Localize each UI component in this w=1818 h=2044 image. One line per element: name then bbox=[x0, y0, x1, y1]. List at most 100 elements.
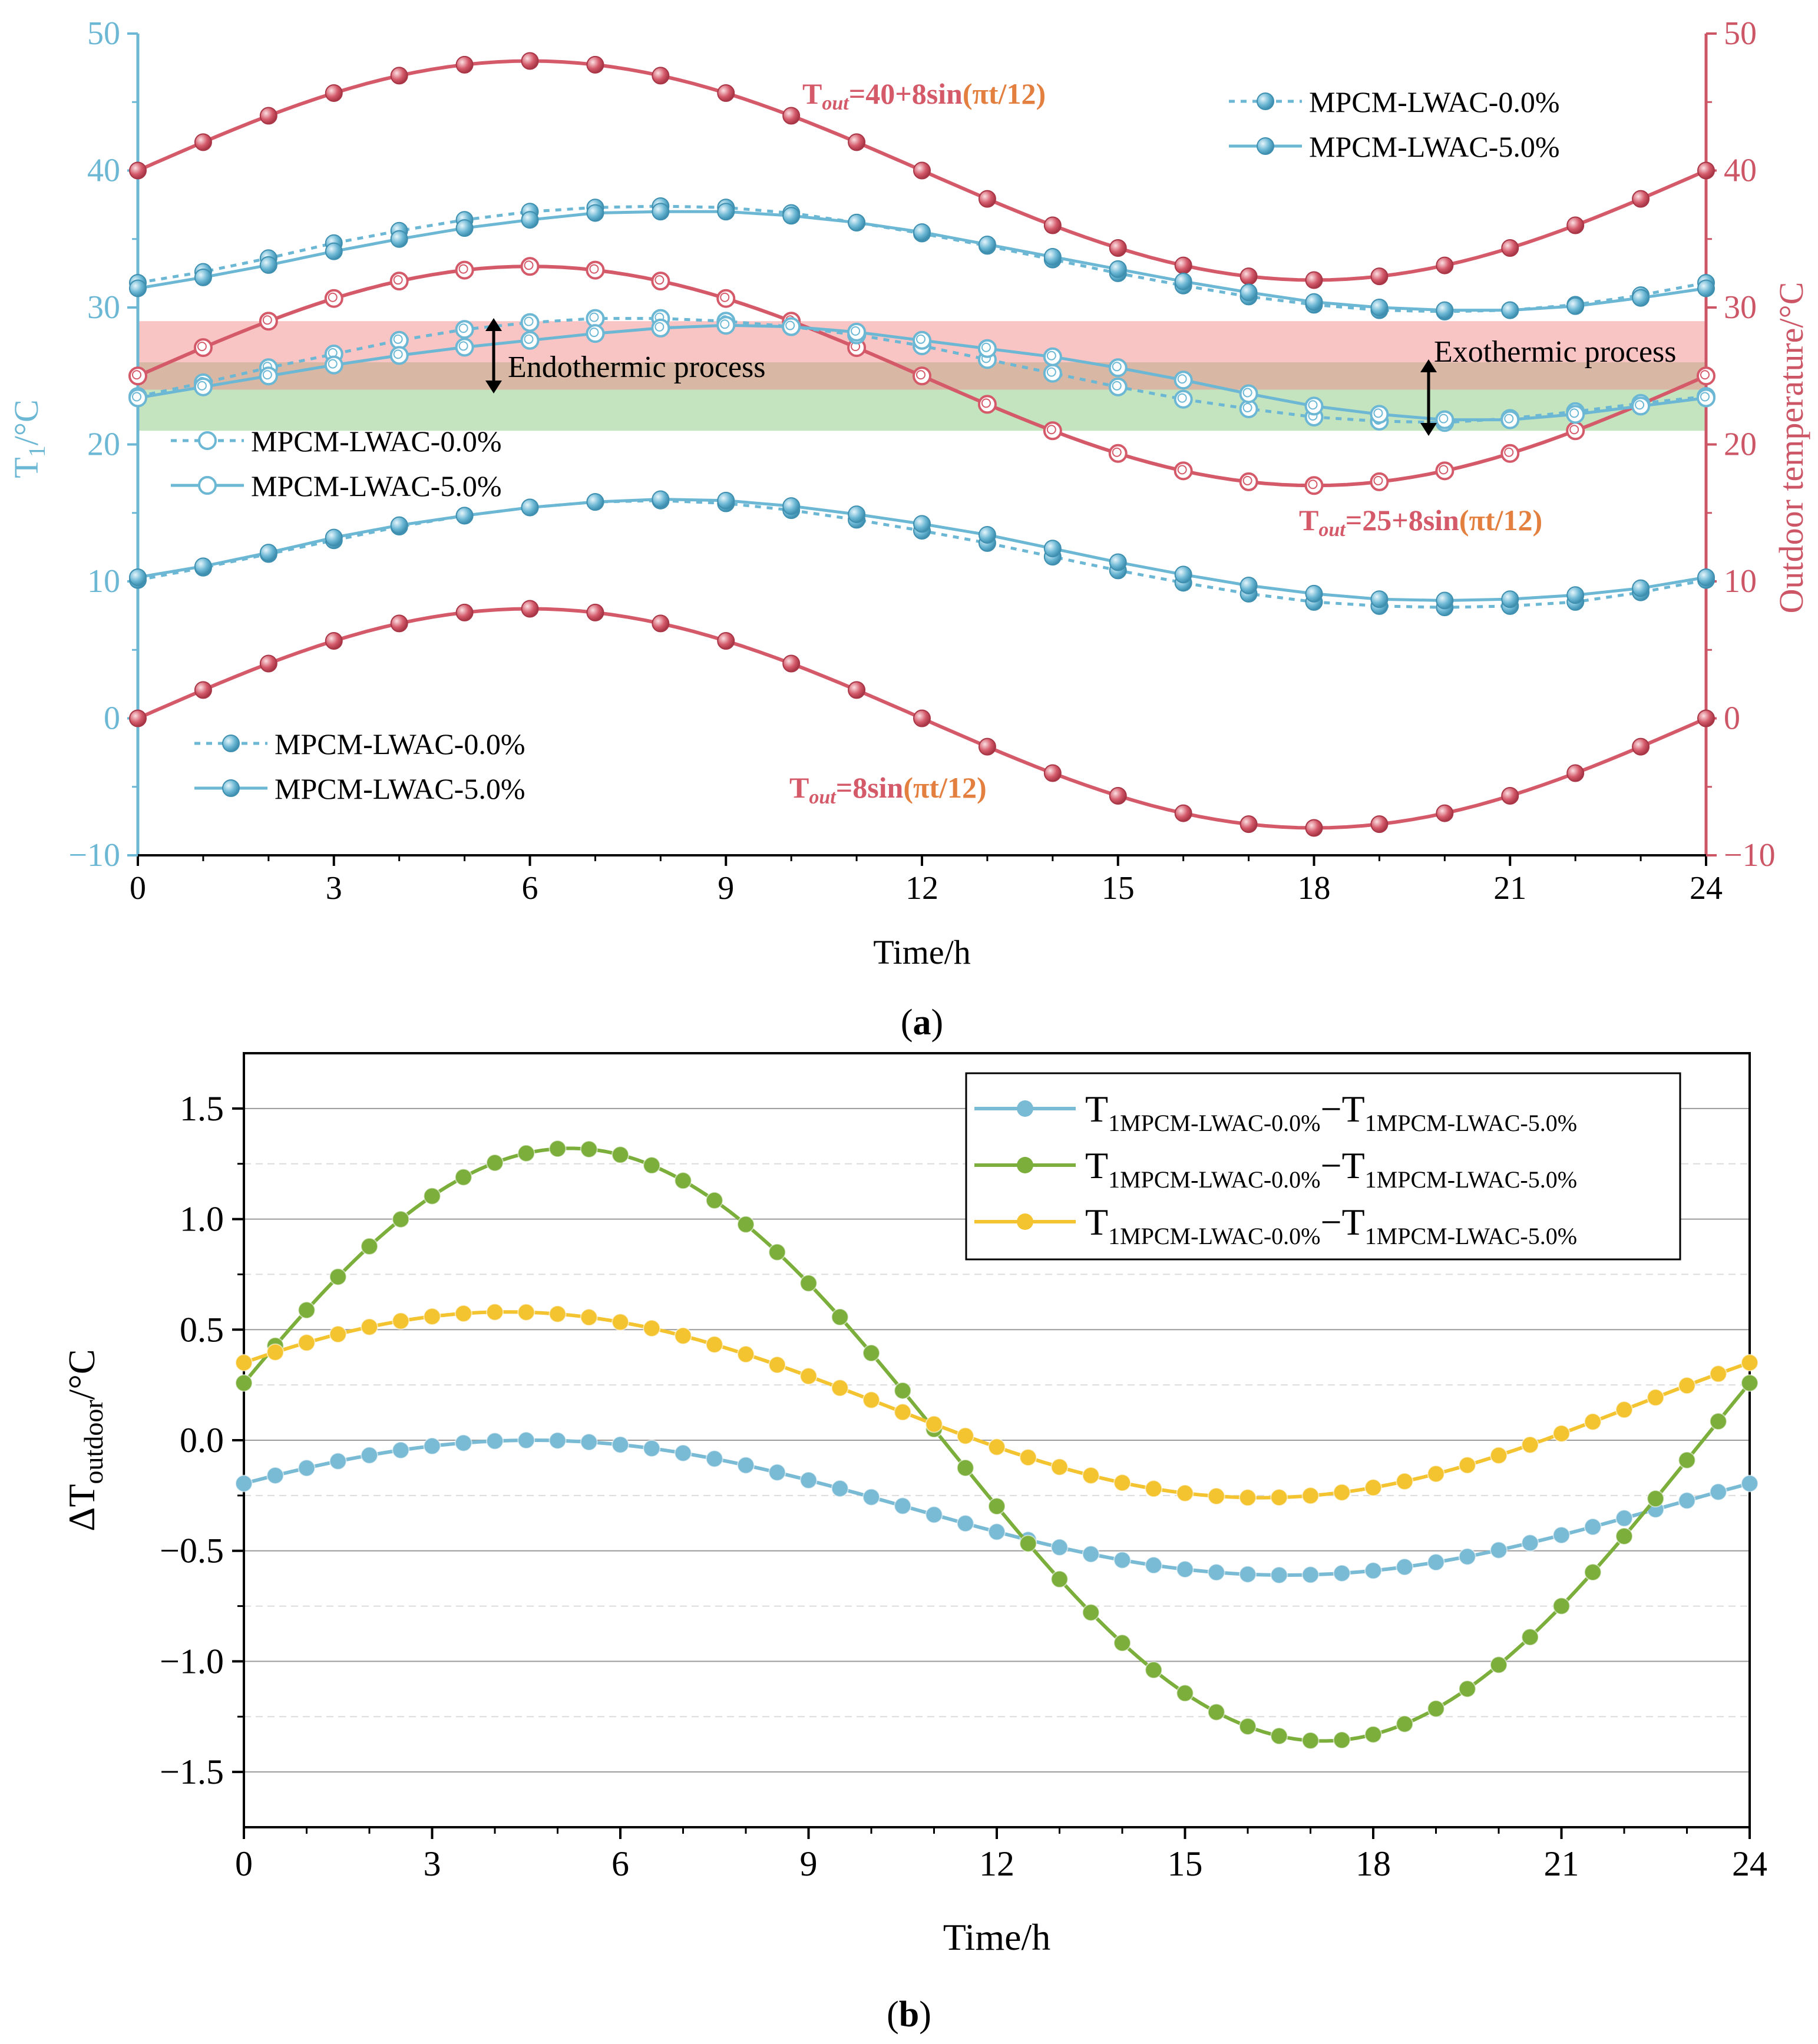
outdoor-point bbox=[1500, 444, 1520, 463]
indoor-point bbox=[521, 211, 539, 229]
outdoor-point bbox=[586, 260, 605, 280]
legend-label: MPCM-LWAC-5.0% bbox=[275, 772, 525, 805]
b-y-tick-label: −1.5 bbox=[160, 1752, 224, 1791]
outdoor-point-inner bbox=[1569, 425, 1579, 435]
outdoor-point bbox=[1566, 216, 1585, 234]
b-y-tick-label: −1.0 bbox=[160, 1642, 224, 1681]
outdoor-point bbox=[1697, 366, 1715, 386]
b-x-tick-label: 18 bbox=[1356, 1844, 1391, 1883]
a-x-tick-label: 0 bbox=[130, 870, 146, 907]
outdoor-point bbox=[1174, 804, 1192, 822]
outdoor-point bbox=[194, 133, 212, 151]
b-series-point bbox=[1458, 1680, 1476, 1698]
b-series-point bbox=[1145, 1556, 1163, 1575]
b-series-point bbox=[1709, 1365, 1727, 1383]
outdoor-point bbox=[1566, 421, 1585, 441]
indoor-point bbox=[847, 322, 867, 342]
indoor-point bbox=[1109, 553, 1127, 571]
b-series-point bbox=[1364, 1725, 1382, 1744]
indoor-point bbox=[782, 207, 801, 225]
indoor-point-inner bbox=[458, 341, 468, 351]
outdoor-point-inner bbox=[720, 292, 730, 302]
outdoor-point-inner bbox=[393, 275, 403, 285]
legend-marker bbox=[222, 779, 240, 797]
indoor-point-inner bbox=[851, 326, 861, 336]
indoor-point bbox=[325, 528, 343, 547]
outdoor-point bbox=[1435, 461, 1455, 481]
b-series-point bbox=[423, 1307, 441, 1325]
b-series-point bbox=[1050, 1458, 1069, 1476]
b-x-tick-label: 15 bbox=[1168, 1844, 1203, 1883]
b-series-point bbox=[831, 1379, 849, 1397]
indoor-point-inner bbox=[262, 370, 272, 380]
outdoor-point bbox=[716, 289, 736, 308]
b-series-point bbox=[1082, 1466, 1100, 1484]
outdoor-point bbox=[913, 709, 931, 727]
indoor-point bbox=[652, 490, 670, 508]
a-y-right-tick-label: 0 bbox=[1724, 700, 1740, 737]
a-x-tick-label: 6 bbox=[522, 870, 538, 907]
b-series-point bbox=[1458, 1547, 1476, 1566]
b-series-point bbox=[1552, 1424, 1571, 1443]
b-series-1 bbox=[235, 1140, 1758, 1749]
indoor-point bbox=[717, 491, 735, 510]
a-ylabel-left: T1/°C bbox=[7, 399, 50, 478]
indoor-point bbox=[455, 507, 474, 525]
b-series-point bbox=[831, 1308, 849, 1326]
b-xlabel: Time/h bbox=[943, 1916, 1051, 1958]
b-series-point bbox=[329, 1452, 347, 1470]
outdoor-point bbox=[586, 603, 604, 621]
indoor-point bbox=[325, 242, 343, 260]
legend-marker bbox=[222, 735, 240, 752]
b-series-point bbox=[1113, 1474, 1131, 1492]
indoor-point-inner bbox=[1177, 374, 1187, 384]
b-series-point bbox=[1615, 1527, 1633, 1545]
a-y-left-tick-label: 20 bbox=[87, 426, 120, 463]
indoor-point bbox=[1305, 584, 1323, 603]
indoor-point-inner bbox=[1177, 393, 1187, 403]
b-series-point bbox=[1207, 1563, 1225, 1582]
b-series-point bbox=[1490, 1656, 1508, 1674]
b-series-point bbox=[894, 1403, 912, 1421]
b-series-point bbox=[737, 1345, 755, 1364]
outdoor-point bbox=[1501, 239, 1519, 257]
a-series bbox=[128, 52, 1715, 837]
indoor-point bbox=[1304, 396, 1324, 416]
b-x-tick-label: 21 bbox=[1544, 1844, 1579, 1883]
b-series-point bbox=[361, 1237, 378, 1255]
indoor-point bbox=[1697, 388, 1715, 408]
outdoor-point bbox=[1239, 815, 1258, 834]
outdoor-point bbox=[1632, 737, 1650, 756]
outdoor-point bbox=[1370, 815, 1389, 834]
outdoor-point bbox=[1109, 787, 1127, 805]
indoor-point bbox=[1108, 377, 1128, 396]
indoor-point-inner bbox=[785, 320, 795, 330]
b-series-point bbox=[486, 1154, 504, 1172]
b-series-point bbox=[361, 1318, 378, 1336]
outdoor-point bbox=[652, 67, 670, 85]
b-series-point bbox=[1615, 1509, 1633, 1527]
outdoor-point bbox=[848, 681, 866, 699]
b-series-point bbox=[423, 1437, 441, 1455]
indoor-point bbox=[1370, 405, 1389, 424]
b-series-point bbox=[1301, 1731, 1320, 1749]
b-series-point bbox=[1584, 1518, 1602, 1536]
b-series-point bbox=[894, 1381, 912, 1400]
a-legends: MPCM-LWAC-0.0%MPCM-LWAC-5.0%MPCM-LWAC-0.… bbox=[171, 85, 1559, 805]
b-series-2 bbox=[235, 1303, 1758, 1507]
outdoor-point bbox=[1174, 256, 1192, 274]
indoor-point bbox=[782, 317, 801, 336]
indoor-point-inner bbox=[1046, 367, 1056, 377]
outdoor-point bbox=[259, 107, 277, 125]
b-series-point bbox=[956, 1514, 974, 1533]
b-series-point bbox=[1427, 1553, 1445, 1572]
a-x-tick-label: 21 bbox=[1493, 870, 1526, 907]
outdoor-point bbox=[129, 709, 147, 727]
indoor-point bbox=[520, 330, 540, 350]
b-series-point bbox=[1270, 1489, 1288, 1507]
outdoor-point bbox=[390, 67, 408, 85]
legend-high: MPCM-LWAC-0.0% MPCM-LWAC-5.0% bbox=[1229, 85, 1559, 163]
b-legend-frame bbox=[965, 1072, 1681, 1261]
a-x-tick-label: 9 bbox=[718, 870, 734, 907]
b-series-point bbox=[925, 1415, 943, 1433]
